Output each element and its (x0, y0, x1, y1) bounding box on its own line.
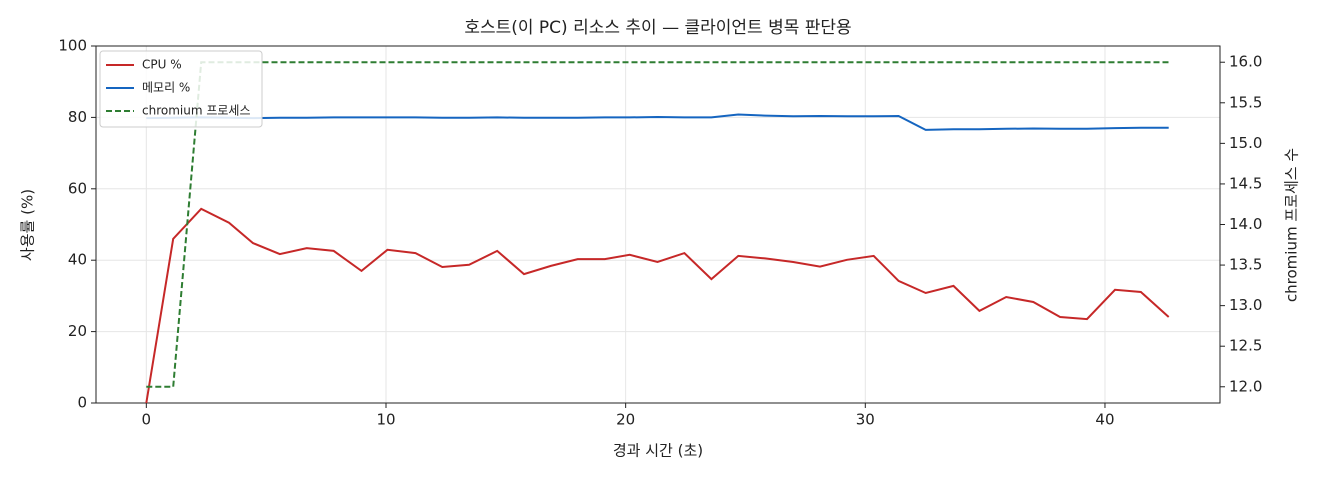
y-tick-label: 20 (68, 322, 87, 340)
y2-tick-label: 13.5 (1229, 256, 1262, 274)
y2-tick-label: 15.5 (1229, 93, 1262, 111)
y-tick-label: 80 (68, 108, 87, 126)
chart-title: 호스트(이 PC) 리소스 추이 — 클라이언트 병목 판단용 (464, 18, 851, 38)
y-tick-label: 0 (77, 394, 87, 412)
y2-tick-label: 13.0 (1229, 296, 1262, 314)
y-tick-label: 60 (68, 179, 87, 197)
y2-tick-label: 15.0 (1229, 134, 1262, 152)
legend-label: CPU % (142, 58, 182, 72)
y2-tick-label: 12.0 (1229, 377, 1262, 395)
x-tick-label: 0 (142, 411, 152, 429)
series-line (146, 61, 1169, 388)
x-axis-label: 경과 시간 (초) (613, 442, 703, 460)
legend-label: chromium 프로세스 (142, 104, 251, 118)
legend-label: 메모리 % (142, 81, 190, 95)
x-tick-label: 10 (376, 411, 395, 429)
y-tick-label: 40 (68, 251, 87, 269)
legend-box (99, 50, 263, 128)
plot-frame (95, 45, 1221, 404)
y-axis-label: 사용률 (%) (19, 189, 37, 261)
y2-axis-label: chromium 프로세스 수 (1283, 148, 1301, 302)
x-tick-label: 30 (856, 411, 875, 429)
x-tick-label: 40 (1095, 411, 1114, 429)
y2-tick-label: 16.0 (1229, 53, 1262, 71)
series-line (146, 113, 1169, 131)
y2-tick-label: 14.0 (1229, 215, 1262, 233)
series-line (145, 207, 1170, 404)
y2-tick-label: 14.5 (1229, 174, 1262, 192)
x-tick-label: 20 (616, 411, 635, 429)
y2-tick-label: 12.5 (1229, 337, 1262, 355)
y-tick-label: 100 (58, 37, 87, 55)
